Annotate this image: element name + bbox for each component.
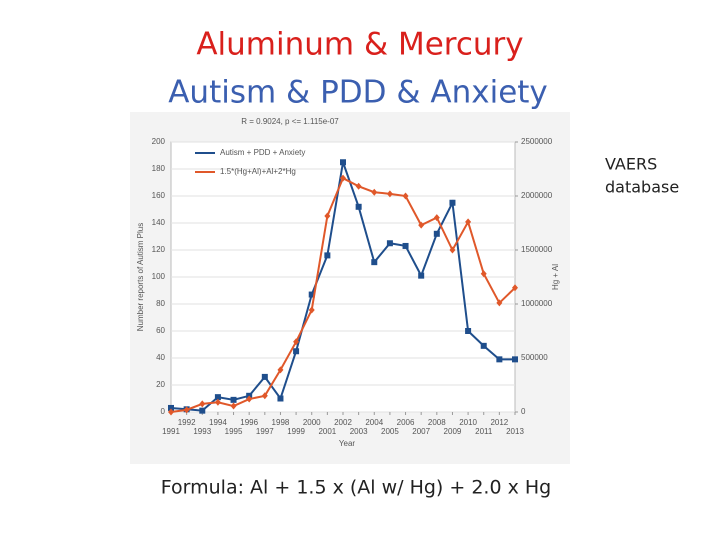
legend-label: 1.5*(Hg+Al)+Al+2*Hg [220,167,296,176]
point [418,272,425,279]
y2-tick-label: 500000 [521,353,548,362]
point [512,284,518,292]
x-tick-label: 1992 [178,418,196,427]
x-tick-label: 2004 [365,418,383,427]
point [386,240,393,247]
point [214,398,221,406]
point [214,394,221,401]
chart-title: R = 0.9024, p <= 1.115e-07 [241,117,339,126]
point [277,366,284,374]
slide-subtitle: Autism & PDD & Anxiety [168,75,548,111]
y-tick-label: 60 [156,326,165,335]
x-tick-label: 1996 [240,418,258,427]
x-tick-label: 1997 [256,427,274,436]
x-tick-label: 2001 [318,427,336,436]
formula: Formula: Al + 1.5 x (Al w/ Hg) + 2.0 x H… [161,477,551,499]
point [355,182,362,190]
y-tick-label: 160 [152,191,166,200]
point [371,188,378,196]
y-tick-label: 120 [152,245,166,254]
point [465,328,472,334]
legend-label: Autism + PDD + Anxiety [220,148,305,157]
y2-axis-label: Hg + Al [551,264,560,290]
y2-tick-label: 1000000 [521,299,553,308]
x-tick-label: 2009 [444,427,462,436]
point [324,212,331,220]
y-tick-label: 0 [161,407,166,416]
point [386,190,393,198]
side-note: database [605,178,679,197]
point [418,221,425,229]
x-tick-label: 1994 [209,418,227,427]
y-tick-label: 140 [152,218,166,227]
point [293,338,300,346]
point [168,408,174,416]
x-tick-label: 2010 [459,418,477,427]
point [449,199,456,206]
x-tick-label: 1991 [162,427,180,436]
point [371,259,378,266]
x-tick-label: 2002 [334,418,352,427]
x-tick-label: 2011 [475,427,493,436]
y-tick-label: 80 [156,299,165,308]
x-tick-label: 2003 [350,427,368,436]
point [199,400,206,408]
point [433,230,440,237]
point [480,342,487,349]
y-axis-label: Number reports of Autism Plus [136,223,145,331]
point [402,242,409,249]
point [480,270,487,278]
y-tick-label: 40 [156,353,165,362]
point [308,291,315,298]
point [246,395,253,403]
x-tick-label: 2008 [428,418,446,427]
point [449,246,456,254]
point [433,214,440,222]
y-tick-label: 100 [152,272,166,281]
point [324,252,331,259]
y-tick-label: 200 [152,137,166,146]
point [340,159,346,166]
point [183,406,190,414]
y2-tick-label: 1500000 [521,245,553,254]
x-tick-label: 2007 [412,427,430,436]
point [355,203,362,210]
point [293,348,300,355]
x-tick-label: 2013 [506,427,524,436]
x-tick-label: 1998 [272,418,290,427]
point [402,192,409,200]
point [230,402,237,410]
x-tick-label: 1993 [193,427,211,436]
slide-title: Aluminum & Mercury [196,27,523,63]
x-tick-label: 1999 [287,427,305,436]
y2-tick-label: 0 [521,407,526,416]
x-tick-label: 2012 [490,418,508,427]
point [277,395,284,402]
point [496,299,503,307]
y-tick-label: 20 [156,380,165,389]
x-axis-label: Year [339,439,356,448]
point [168,404,174,411]
y2-tick-label: 2500000 [521,137,553,146]
point [308,306,315,314]
point [465,218,472,226]
side-note: VAERS [605,155,657,174]
point [512,356,518,363]
point [230,396,237,403]
x-tick-label: 2005 [381,427,399,436]
point [340,174,346,182]
x-tick-label: 2000 [303,418,321,427]
x-tick-label: 2006 [397,418,415,427]
point [496,356,503,363]
point [261,392,268,400]
y-tick-label: 180 [152,164,166,173]
x-tick-label: 1995 [225,427,243,436]
point [261,373,268,380]
y2-tick-label: 2000000 [521,191,553,200]
point [199,407,206,414]
